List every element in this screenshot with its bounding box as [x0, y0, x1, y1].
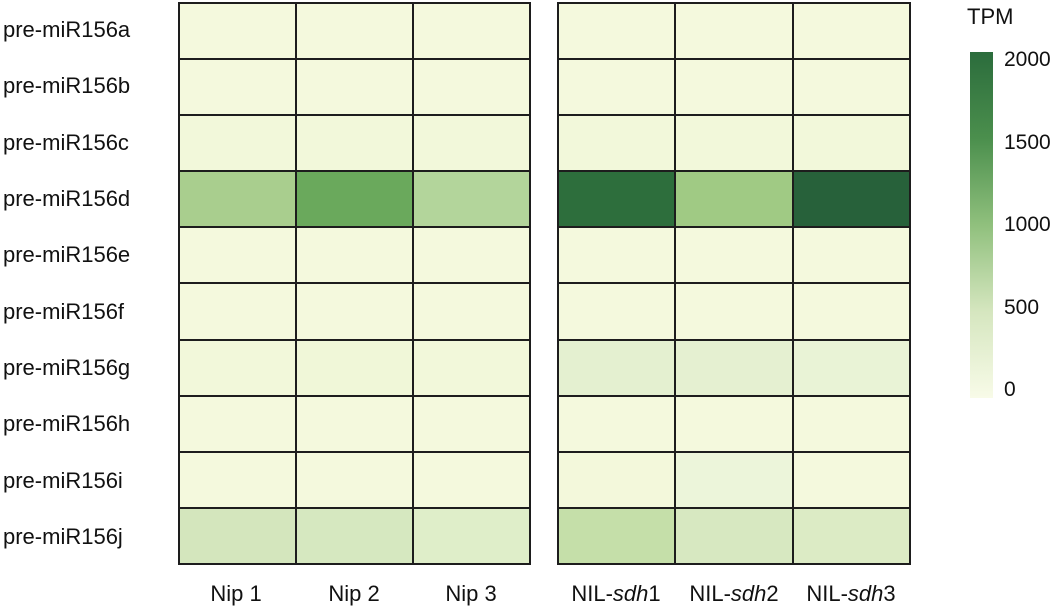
heatmap-cell [792, 3, 910, 60]
row-label: pre-miR156e [3, 242, 131, 268]
heatmap-cell [558, 451, 676, 508]
heatmap-cell [792, 395, 910, 452]
heatmap-cell [296, 3, 413, 60]
heatmap-cell [558, 227, 676, 284]
heatmap-cell [179, 171, 296, 228]
legend-tick-label: 1000 [1004, 213, 1051, 236]
legend-tick-label: 500 [1004, 295, 1040, 319]
heatmap-cell [296, 283, 413, 340]
heatmap-cell [179, 59, 296, 116]
heatmap-cell [296, 451, 413, 508]
heatmap-cell [413, 451, 530, 508]
row-label: pre-miR156f [3, 298, 125, 324]
heatmap-cell [179, 3, 296, 60]
heatmap-cell [675, 339, 793, 396]
heatmap-cell [675, 283, 793, 340]
heatmap-cell [675, 59, 793, 116]
heatmap-cell [179, 395, 296, 452]
heatmap-cell [558, 171, 676, 228]
heatmap-cell [413, 171, 530, 228]
row-label: pre-miR156j [3, 523, 123, 549]
heatmap-cell [558, 3, 676, 60]
heatmap-cell [675, 451, 793, 508]
legend-tick-label: 2000 [1004, 48, 1051, 71]
heatmap-cell [296, 395, 413, 452]
row-label: pre-miR156d [3, 186, 131, 212]
heatmap-cell [179, 115, 296, 172]
heatmap-panel-nip [178, 2, 531, 565]
heatmap-cell [413, 395, 530, 452]
heatmap-cell [413, 507, 530, 564]
row-label: pre-miR156g [3, 354, 131, 380]
column-label: Nip 3 [445, 581, 497, 606]
row-label: pre-miR156c [3, 129, 129, 155]
heatmap-cell [558, 395, 676, 452]
column-label: Nip 2 [328, 581, 380, 606]
heatmap-cell [296, 339, 413, 396]
row-label: pre-miR156h [3, 411, 131, 437]
heatmap-cell [792, 59, 910, 116]
heatmap-cell [558, 115, 676, 172]
legend-tick-label: 0 [1004, 378, 1016, 401]
heatmap-cell [413, 227, 530, 284]
heatmap-cell [792, 339, 910, 396]
legend-colorbar [970, 52, 993, 398]
heatmap-cell [558, 283, 676, 340]
heatmap-cell [675, 171, 793, 228]
heatmap-cell [675, 115, 793, 172]
legend-title: TPM [967, 4, 1014, 29]
heatmap-cell [179, 227, 296, 284]
heatmap-cell [792, 507, 910, 564]
heatmap-cell [179, 507, 296, 564]
heatmap-cell [558, 339, 676, 396]
heatmap-cell [675, 395, 793, 452]
heatmap-panel-nil-sdh [557, 2, 911, 565]
heatmap-cell [413, 283, 530, 340]
heatmap-cell [413, 115, 530, 172]
column-label: NIL-sdh 3 [806, 581, 896, 606]
column-label: NIL-sdh 2 [689, 581, 779, 606]
heatmap-cell [413, 339, 530, 396]
heatmap-cell [179, 451, 296, 508]
heatmap-cell [792, 451, 910, 508]
heatmap-cell [675, 3, 793, 60]
heatmap-cell [296, 115, 413, 172]
row-label: pre-miR156i [3, 467, 123, 493]
heatmap-cell [296, 227, 413, 284]
heatmap-cell [179, 339, 296, 396]
heatmap-cell [296, 507, 413, 564]
heatmap-cell [296, 171, 413, 228]
heatmap-cell [413, 59, 530, 116]
heatmap-cell [792, 283, 910, 340]
heatmap-cell [792, 115, 910, 172]
column-label: Nip 1 [210, 581, 262, 606]
row-label: pre-miR156b [3, 73, 131, 99]
column-label: NIL-sdh 1 [571, 581, 661, 606]
heatmap-cell [413, 3, 530, 60]
heatmap-cell [179, 283, 296, 340]
row-label: pre-miR156a [3, 17, 131, 43]
heatmap-cell [296, 59, 413, 116]
heatmap-cell [675, 507, 793, 564]
heatmap-cell [792, 171, 910, 228]
legend-tick-label: 1500 [1004, 130, 1051, 154]
heatmap-cell [558, 507, 676, 564]
heatmap-cell [675, 227, 793, 284]
heatmap-cell [558, 59, 676, 116]
heatmap-cell [792, 227, 910, 284]
